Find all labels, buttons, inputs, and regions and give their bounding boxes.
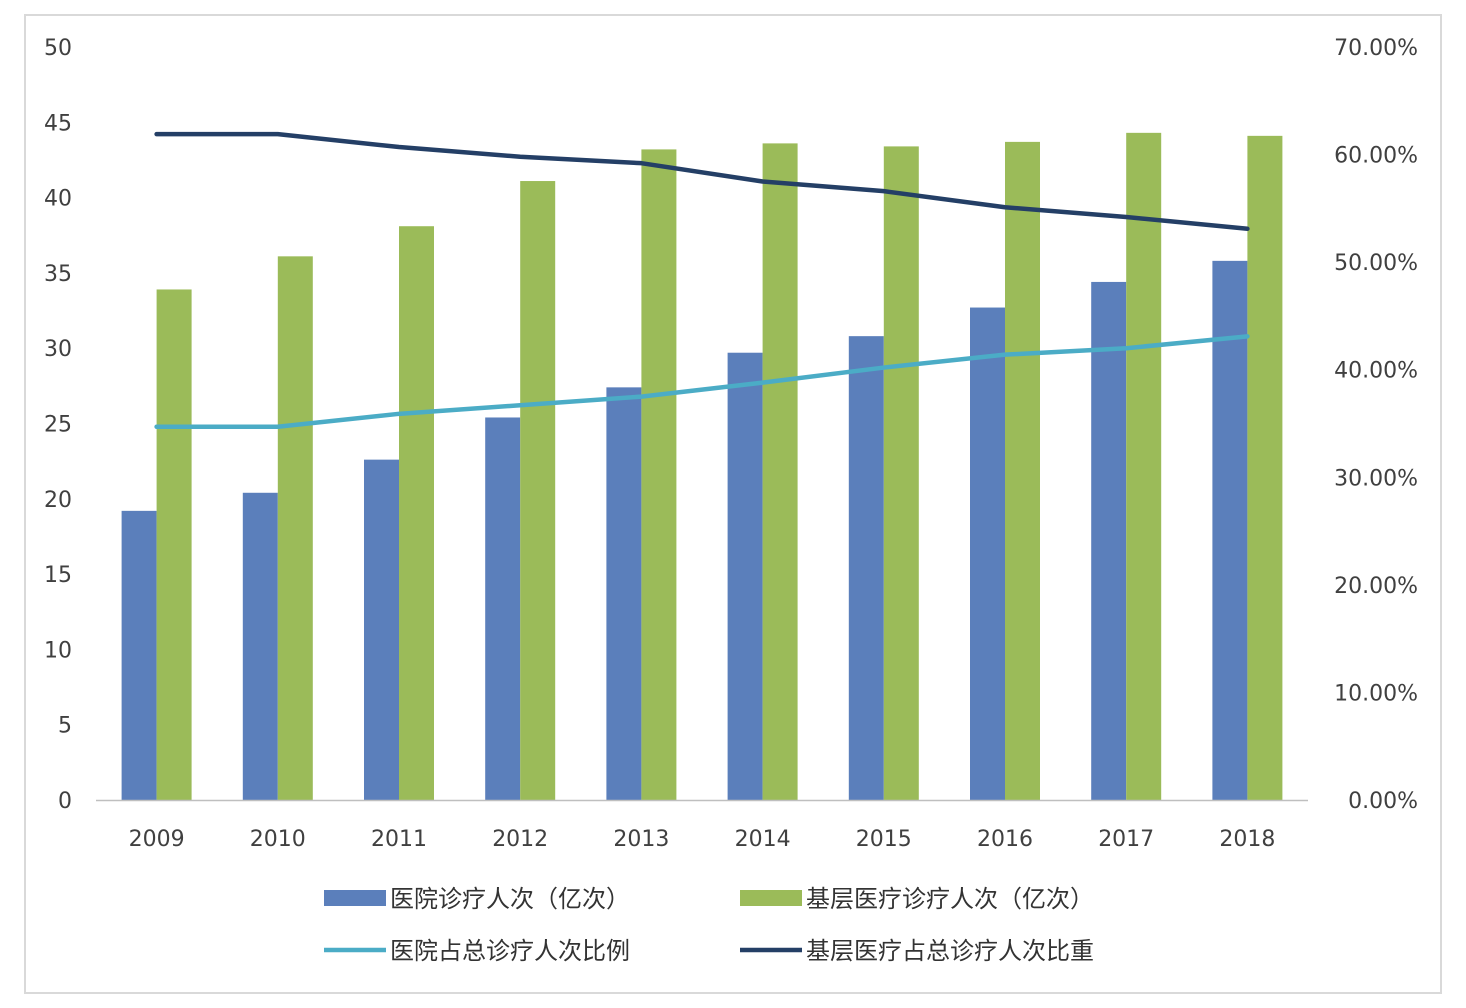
- bar-primary-care-visits: [762, 143, 798, 800]
- bar-primary-care-visits: [1126, 132, 1162, 801]
- right-axis-tick: 20.00%: [1334, 574, 1418, 599]
- x-axis-tick: 2013: [613, 827, 669, 852]
- right-axis-tick: 50.00%: [1334, 251, 1418, 276]
- right-axis-tick: 60.00%: [1334, 144, 1418, 169]
- legend-hospital-share-label: 医院占总诊疗人次比例: [390, 937, 630, 965]
- bar-hospital-visits: [606, 387, 642, 800]
- x-axis-tick: 2018: [1219, 827, 1275, 852]
- x-axis-tick: 2010: [250, 827, 306, 852]
- bar-primary-care-visits: [277, 256, 313, 801]
- right-axis-tick: 10.00%: [1334, 681, 1418, 706]
- left-axis-tick: 40: [44, 187, 72, 212]
- x-axis-tick: 2015: [856, 827, 912, 852]
- bar-hospital-visits: [1091, 281, 1127, 800]
- right-axis-tick: 0.00%: [1348, 789, 1418, 814]
- right-axis-tick: 70.00%: [1334, 36, 1418, 61]
- legend-primary-care-visits-swatch: [740, 890, 802, 906]
- left-axis-tick: 30: [44, 337, 72, 362]
- x-axis-tick: 2016: [977, 827, 1033, 852]
- x-axis-tick: 2012: [492, 827, 548, 852]
- left-axis-tick: 20: [44, 488, 72, 513]
- left-axis-tick: 35: [44, 262, 72, 287]
- bar-primary-care-visits: [399, 226, 434, 801]
- x-axis-tick: 2011: [371, 827, 427, 852]
- bar-primary-care-visits: [883, 146, 919, 800]
- left-axis-tick: 50: [44, 36, 72, 61]
- bar-hospital-visits: [242, 492, 278, 800]
- right-axis-tick: 40.00%: [1334, 359, 1418, 384]
- bar-hospital-visits: [364, 459, 399, 800]
- line-hospital-share: [154, 334, 1250, 429]
- bar-hospital-visits: [727, 352, 763, 800]
- x-axis-tick: 2009: [129, 827, 185, 852]
- x-axis-tick: 2017: [1098, 827, 1154, 852]
- x-axis-tick: 2014: [735, 827, 791, 852]
- bar-hospital-visits: [1212, 260, 1248, 800]
- legend-hospital-visits-swatch: [324, 890, 386, 906]
- left-axis-tick: 0: [58, 789, 72, 814]
- legend-primary-care-visits-label: 基层医疗诊疗人次（亿次）: [806, 885, 1094, 913]
- left-axis-tick: 25: [44, 413, 72, 438]
- legend-primary-care-share-label: 基层医疗占总诊疗人次比重: [806, 937, 1094, 965]
- bar-primary-care-visits: [1005, 141, 1040, 801]
- bar-hospital-visits: [970, 307, 1005, 800]
- bar-primary-care-visits: [641, 149, 677, 800]
- legend-hospital-visits-label: 医院诊疗人次（亿次）: [390, 885, 630, 913]
- bar-primary-care-visits: [156, 289, 192, 800]
- bar-hospital-visits: [121, 510, 157, 800]
- bar-primary-care-visits: [1247, 135, 1283, 800]
- bar-hospital-visits: [848, 336, 884, 800]
- line-primary-care-share: [154, 131, 1250, 232]
- left-axis-tick: 5: [58, 714, 72, 739]
- left-axis-tick: 15: [44, 563, 72, 588]
- bar-primary-care-visits: [520, 181, 556, 800]
- left-axis-tick: 45: [44, 111, 72, 136]
- bar-hospital-visits: [485, 417, 521, 800]
- left-axis-tick: 10: [44, 638, 72, 663]
- right-axis-tick: 30.00%: [1334, 466, 1418, 491]
